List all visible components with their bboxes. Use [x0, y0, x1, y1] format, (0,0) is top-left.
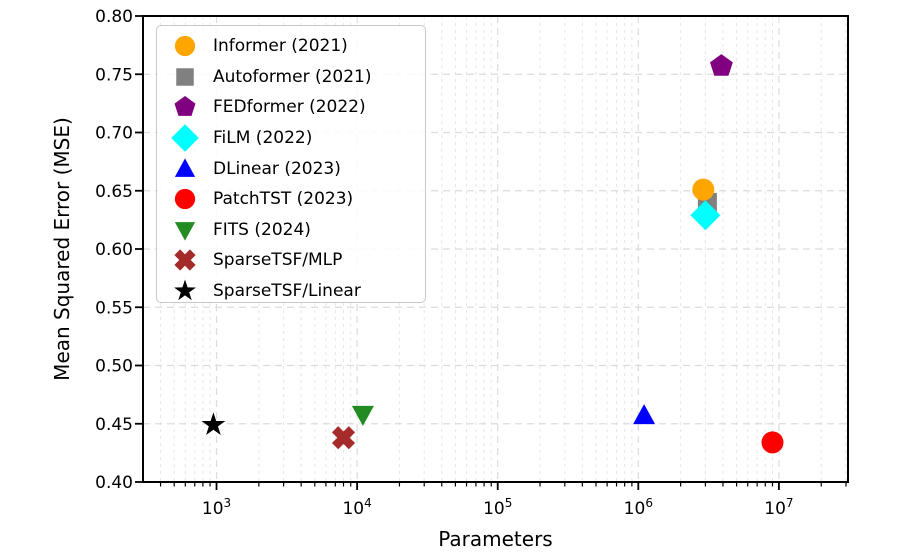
y-tick-label: 0.50 — [95, 357, 133, 377]
legend-item-patchtst-2023: PatchTST (2023) — [157, 184, 425, 215]
legend-item-sparsetsf-mlp: SparseTSF/MLP — [157, 245, 425, 276]
legend-label: DLinear (2023) — [213, 158, 341, 179]
point-dlinear-2023 — [633, 404, 656, 425]
plot-frame — [142, 15, 849, 483]
x-cross-icon — [157, 245, 213, 275]
y-tick-label: 0.55 — [95, 298, 133, 318]
circle-icon — [157, 184, 213, 214]
legend-label: SparseTSF/Linear — [213, 281, 361, 302]
y-tick-label: 0.60 — [95, 240, 133, 260]
legend-item-film-2022: FiLM (2022) — [157, 123, 425, 154]
legend-label: PatchTST (2023) — [213, 189, 354, 210]
y-tick-label: 0.80 — [95, 7, 133, 27]
point-film-2022 — [690, 200, 721, 231]
legend: Informer (2021) Autoformer (2021) FEDforme… — [156, 25, 426, 303]
triangle-down-icon — [157, 215, 213, 245]
y-tick-label: 0.45 — [95, 415, 133, 435]
y-tick-label: 0.70 — [95, 124, 133, 144]
x-tick-label: 104 — [342, 496, 371, 519]
legend-label: SparseTSF/MLP — [213, 250, 343, 271]
y-tick-label: 0.40 — [95, 473, 133, 493]
diamond-icon — [157, 123, 213, 153]
legend-item-fedformer-2022: FEDformer (2022) — [157, 92, 425, 123]
point-fedformer-2022 — [709, 54, 733, 76]
legend-item-informer-2021: Informer (2021) — [157, 31, 425, 62]
pentagon-icon — [157, 92, 213, 122]
legend-label: FEDformer (2022) — [213, 97, 366, 118]
legend-item-autoformer-2021: Autoformer (2021) — [157, 62, 425, 93]
x-tick-label: 106 — [624, 496, 653, 519]
legend-label: Informer (2021) — [213, 36, 348, 57]
x-tick-label: 105 — [483, 496, 512, 519]
x-tick-label: 107 — [764, 496, 793, 519]
y-tick-label: 0.65 — [95, 182, 133, 202]
y-axis-label: Mean Squared Error (MSE) — [50, 117, 74, 381]
y-tick-label: 0.75 — [95, 65, 133, 85]
point-informer-2021 — [692, 178, 715, 201]
legend-item-fits-2024: FITS (2024) — [157, 215, 425, 246]
point-sparsetsf-linear — [201, 412, 226, 436]
circle-icon — [157, 31, 213, 61]
x-axis-label: Parameters — [438, 527, 553, 551]
legend-item-dlinear-2023: DLinear (2023) — [157, 153, 425, 184]
point-patchtst-2023 — [761, 431, 784, 454]
legend-label: FITS (2024) — [213, 219, 311, 240]
legend-item-sparsetsf-linear: SparseTSF/Linear — [157, 276, 425, 307]
square-icon — [157, 62, 213, 92]
legend-label: FiLM (2022) — [213, 128, 313, 149]
x-tick-label: 103 — [202, 496, 231, 519]
legend-label: Autoformer (2021) — [213, 66, 372, 87]
star-icon — [157, 276, 213, 306]
point-fits-2024 — [351, 405, 374, 426]
point-sparsetsf-mlp — [331, 426, 356, 450]
triangle-up-icon — [157, 154, 213, 184]
